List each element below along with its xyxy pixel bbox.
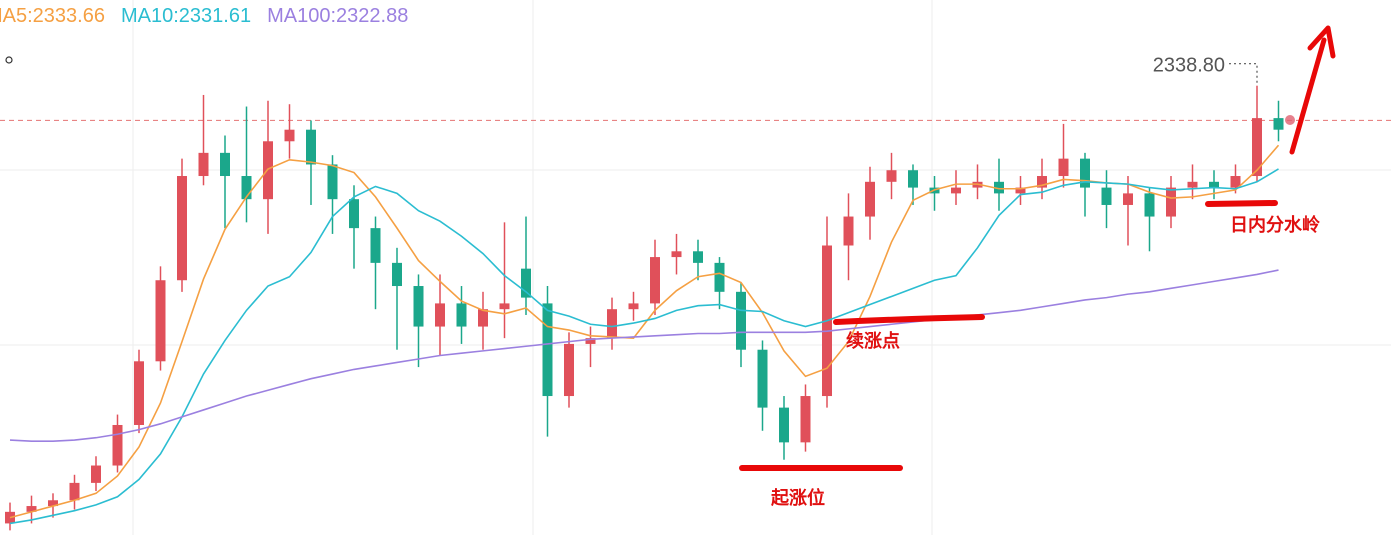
- candle-body: [499, 303, 510, 310]
- candle-body: [585, 338, 596, 344]
- annotation-marks: [739, 25, 1336, 471]
- max-price-leader: [1229, 63, 1258, 86]
- candle-body: [736, 291, 746, 350]
- support-line: [1205, 200, 1278, 207]
- candle-body: [628, 303, 639, 310]
- candle-body: [951, 187, 961, 194]
- candle-body: [521, 268, 531, 298]
- indicator-icon: [5, 56, 13, 64]
- candle-body: [994, 181, 1004, 194]
- candle-body: [327, 164, 338, 200]
- candle-body: [134, 361, 144, 425]
- candle-body: [1080, 158, 1090, 188]
- plot: [0, 85, 1391, 531]
- candle-body: [1209, 181, 1219, 188]
- candle-body: [349, 199, 359, 229]
- candle-body: [757, 349, 768, 408]
- candle-body: [542, 303, 553, 397]
- candle-body: [908, 170, 918, 188]
- candle-body: [779, 407, 789, 443]
- candle-body: [1015, 187, 1026, 194]
- candle-body: [69, 482, 80, 501]
- candle-body: [1166, 187, 1176, 217]
- candle-body: [478, 309, 488, 327]
- candle-body: [370, 228, 381, 263]
- candle-body: [241, 176, 252, 200]
- annotation: 起涨位: [770, 487, 825, 509]
- candle-body: [48, 500, 58, 507]
- candle-body: [392, 262, 402, 287]
- arrow-head: [1307, 25, 1336, 59]
- candle-body: [607, 309, 617, 339]
- ma-line: [9, 168, 1279, 525]
- max-price-label: 2338.80: [1153, 55, 1225, 77]
- candle-body: [198, 152, 209, 177]
- candle-body: [865, 181, 875, 217]
- candle-body: [1101, 187, 1112, 205]
- support-line: [833, 314, 985, 325]
- candle-body: [1123, 193, 1133, 205]
- candle-body: [714, 262, 725, 292]
- ma-line: [9, 269, 1279, 443]
- legend-entry: MA5:2333.66: [0, 5, 105, 27]
- ma-line: [9, 144, 1280, 519]
- candle-body: [1230, 176, 1241, 188]
- trend-arrow: [1289, 37, 1327, 155]
- annotation: 续涨点: [846, 330, 900, 352]
- candle-body: [112, 424, 123, 466]
- candle-body: [843, 216, 854, 246]
- annotation: 日内分水岭: [1230, 214, 1320, 236]
- candle-body: [177, 176, 187, 281]
- candle-body: [1144, 193, 1155, 217]
- candle-body: [220, 152, 230, 177]
- candle-body: [886, 170, 897, 182]
- candle-body: [413, 286, 424, 327]
- candle-body: [91, 465, 101, 483]
- candle-body: [1252, 118, 1262, 177]
- candle-body: [693, 251, 703, 263]
- candle-body: [456, 303, 467, 327]
- candle-body: [155, 280, 166, 362]
- legend-entry: MA100:2322.88: [267, 5, 408, 27]
- candle-body: [1273, 118, 1284, 130]
- candle-body: [671, 251, 682, 258]
- price-dot: [1285, 115, 1295, 125]
- candle-body: [650, 257, 660, 304]
- candle-body: [435, 303, 445, 327]
- legend-entry: MA10:2331.61: [121, 5, 251, 27]
- candle-body: [306, 129, 316, 165]
- candle-body: [26, 506, 37, 512]
- candle-body: [1187, 181, 1198, 188]
- candle-body: [800, 396, 811, 443]
- candle-body: [284, 129, 295, 142]
- candle-body: [1037, 176, 1047, 188]
- candle-body: [1058, 158, 1069, 177]
- candle-body: [564, 343, 574, 397]
